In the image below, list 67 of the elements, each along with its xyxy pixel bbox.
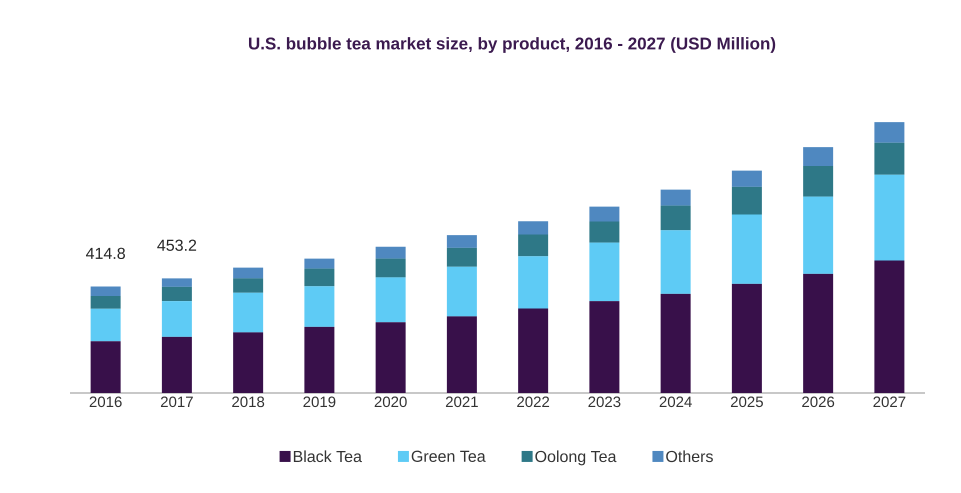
x-tick-label: 2017 [160,396,193,408]
x-tick-label: 2018 [232,396,264,408]
bar [233,332,264,393]
chart-title: U.S. bubble tea market size, by product, 2016 - 2027 (USD Million) [248,37,776,53]
bar [660,294,691,393]
x-tick-label: 2024 [660,396,692,408]
bar [162,278,192,287]
bar [874,122,904,143]
legend-label: Oolong Tea [535,450,616,466]
x-tick-label: 2027 [873,396,906,408]
bar [304,268,334,286]
bar [162,336,192,393]
bar [446,316,477,393]
bar [803,196,834,274]
bar [304,286,334,327]
x-tick-label: 2026 [802,396,834,408]
x-tick-label: 2022 [517,396,550,408]
bar [304,326,334,393]
legend-label: Black Tea [294,450,362,462]
bar [732,186,762,215]
bar [446,248,477,267]
bar [589,222,620,243]
bar [376,277,406,322]
x-tick-label: 2025 [730,396,763,408]
bar [732,214,762,284]
bar [376,258,406,278]
bar [376,246,406,259]
annotation: 414.8 [86,248,125,260]
legend-label: Others [666,450,713,462]
bar [589,206,620,222]
x-tick-label: 2023 [588,396,620,408]
bar [518,256,548,308]
bar [446,235,477,248]
bar [732,284,762,393]
bar [233,268,264,278]
legend-label: Green Tea [412,450,486,462]
x-tick-label: 2021 [446,396,478,408]
bar [90,308,121,342]
bar [803,166,834,197]
bar [732,170,762,187]
bar [660,206,691,230]
bar [660,190,691,206]
bar [446,266,477,316]
bar [376,322,406,393]
x-tick-label: 2020 [374,396,407,408]
x-tick-label: 2016 [90,396,122,408]
bar [803,274,834,393]
bar [589,301,620,393]
bar [518,234,548,256]
bar [233,292,264,332]
bar [803,147,834,166]
bar [162,301,192,337]
bar [90,286,121,296]
bar [304,258,334,269]
bar [589,242,620,302]
annotation: 453.2 [157,240,196,251]
bar [90,296,121,309]
bar [874,142,904,175]
bar [874,174,904,261]
x-tick-label: 2019 [303,396,336,408]
bar [874,260,904,393]
bar [162,286,192,302]
bar [233,278,264,293]
bar [518,308,548,393]
bar [90,341,121,393]
bar [660,230,691,294]
bar [518,221,548,235]
